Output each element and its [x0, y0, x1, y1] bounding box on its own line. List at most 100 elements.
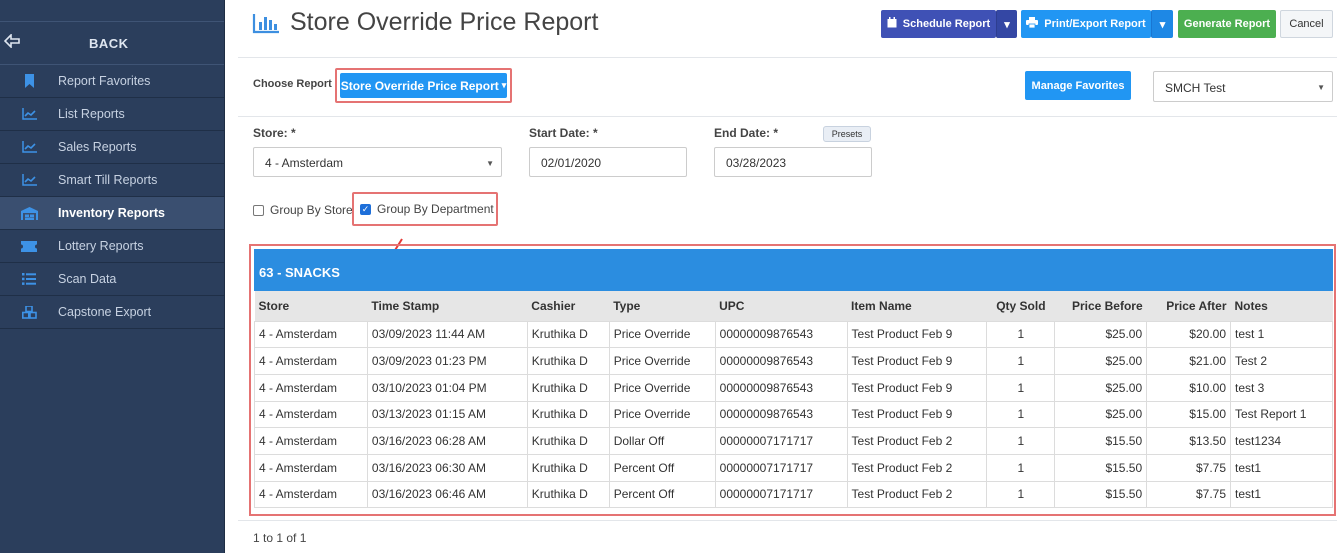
print-export-label: Print/Export Report: [1044, 18, 1146, 30]
table-cell: test 3: [1230, 373, 1333, 402]
ticket-icon: [0, 240, 58, 252]
end-date-value: 03/28/2023: [726, 156, 787, 170]
table-cell: Test Product Feb 2: [846, 427, 988, 455]
generate-report-button[interactable]: Generate Report: [1178, 10, 1276, 38]
table-cell: 4 - Amsterdam: [254, 400, 368, 429]
table-cell: 1: [986, 320, 1056, 349]
back-arrow-icon: [3, 33, 26, 52]
checkbox-unchecked-icon: [253, 204, 264, 216]
chooser-divider: [238, 116, 1337, 117]
start-date-label: Start Date: *: [529, 126, 598, 140]
column-header[interactable]: Store: [258, 298, 290, 313]
sidebar-item-label: List Reports: [58, 107, 125, 121]
page-title: Store Override Price Report: [290, 8, 599, 36]
presets-button[interactable]: Presets: [823, 126, 871, 142]
report-selector-dropdown[interactable]: Store Override Price Report ▾: [340, 73, 507, 98]
store-select[interactable]: 4 - Amsterdam ▼: [253, 147, 502, 177]
table-cell: $25.00: [1054, 347, 1148, 375]
table-cell: Price Override: [608, 320, 716, 349]
table-cell: 03/09/2023 01:23 PM: [366, 347, 528, 375]
back-label: BACK: [89, 35, 129, 51]
column-header[interactable]: Qty Sold: [996, 298, 1046, 313]
table-cell: Test Product Feb 2: [846, 453, 988, 482]
column-header[interactable]: Notes: [1234, 298, 1268, 313]
back-button[interactable]: BACK: [0, 22, 224, 65]
column-header[interactable]: Item Name: [851, 298, 912, 313]
table-cell: $7.75: [1146, 453, 1231, 482]
group-by-department-highlight: [352, 192, 498, 226]
sidebar: BACK Report Favorites List Reports Sales R…: [0, 0, 225, 553]
table-cell: Percent Off: [608, 453, 716, 482]
column-header[interactable]: UPC: [719, 298, 745, 313]
table-cell: Dollar Off: [608, 427, 716, 455]
print-dropdown-toggle[interactable]: ▾: [1151, 10, 1173, 38]
column-header[interactable]: Price After: [1166, 298, 1227, 313]
report-results-highlight: 63 - SNACKS Store Time Stamp Cashier Type UP…: [249, 244, 1336, 516]
table-cell: 1: [986, 373, 1056, 402]
table-cell: 00000007171717: [714, 480, 848, 509]
schedule-report-button[interactable]: Schedule Report: [881, 10, 996, 38]
warehouse-icon: [0, 206, 58, 220]
table-cell: $20.00: [1146, 320, 1231, 349]
group-by-department-label: Group By Department: [377, 202, 494, 216]
table-row[interactable]: 4 - Amsterdam 03/13/2023 01:15 AM Kruthika…: [254, 400, 1333, 429]
table-cell: 03/09/2023 11:44 AM: [366, 320, 528, 349]
sidebar-item-label: Inventory Reports: [58, 206, 165, 220]
manage-favorites-button[interactable]: Manage Favorites: [1025, 71, 1131, 100]
cancel-button[interactable]: Cancel: [1280, 10, 1333, 38]
report-selector-label: Store Override Price Report: [340, 78, 499, 93]
group-by-store-checkbox[interactable]: Group By Store: [253, 203, 353, 217]
sidebar-item-inventory-reports[interactable]: Inventory Reports: [0, 197, 224, 230]
sidebar-item-lottery-reports[interactable]: Lottery Reports: [0, 230, 224, 263]
caret-down-icon: ▾: [501, 80, 507, 90]
store-group-select[interactable]: SMCH Test ▼: [1153, 71, 1333, 102]
table-cell: $15.50: [1054, 480, 1148, 509]
end-date-input[interactable]: 03/28/2023: [714, 147, 872, 177]
caret-down-icon: ▾: [1004, 18, 1010, 31]
table-cell: $25.00: [1054, 320, 1148, 349]
print-export-button[interactable]: Print/Export Report: [1021, 10, 1151, 38]
sidebar-item-report-favorites[interactable]: Report Favorites: [0, 65, 224, 98]
table-cell: test1: [1230, 480, 1333, 509]
caret-down-icon: ▼: [1317, 83, 1325, 92]
table-cell: $7.75: [1146, 480, 1231, 509]
start-date-input[interactable]: 02/01/2020: [529, 147, 687, 177]
table-cell: 1: [986, 400, 1056, 429]
table-cell: Kruthika D: [526, 347, 610, 375]
sidebar-item-list-reports[interactable]: List Reports: [0, 98, 224, 131]
table-row[interactable]: 4 - Amsterdam 03/09/2023 11:44 AM Kruthika…: [254, 320, 1333, 349]
table-row[interactable]: 4 - Amsterdam 03/16/2023 06:30 AM Kruthika…: [254, 453, 1333, 482]
table-cell: 00000009876543: [714, 373, 848, 402]
line-chart-icon: [0, 141, 58, 153]
bookmark-icon: [0, 74, 58, 88]
store-group-value: SMCH Test: [1165, 81, 1226, 95]
department-group-header: 63 - SNACKS: [254, 249, 1333, 291]
column-header[interactable]: Price Before: [1071, 298, 1143, 313]
sidebar-item-smart-till-reports[interactable]: Smart Till Reports: [0, 164, 224, 197]
table-row[interactable]: 4 - Amsterdam 03/16/2023 06:46 AM Kruthika…: [254, 480, 1333, 509]
column-header[interactable]: Cashier: [531, 298, 576, 313]
table-row[interactable]: 4 - Amsterdam 03/10/2023 01:04 PM Kruthika…: [254, 373, 1333, 402]
column-header[interactable]: Time Stamp: [371, 298, 440, 313]
group-by-department-checkbox[interactable]: ✓ Group By Department: [360, 202, 494, 216]
table-row[interactable]: 4 - Amsterdam 03/16/2023 06:28 AM Kruthika…: [254, 427, 1333, 455]
sidebar-item-sales-reports[interactable]: Sales Reports: [0, 131, 224, 164]
table-cell: $13.50: [1146, 427, 1231, 455]
table-cell: 1: [986, 453, 1056, 482]
start-date-value: 02/01/2020: [541, 156, 602, 170]
table-cell: test1: [1230, 453, 1333, 482]
schedule-dropdown-toggle[interactable]: ▾: [996, 10, 1017, 38]
table-body: 4 - Amsterdam 03/09/2023 11:44 AM Kruthika…: [254, 320, 1333, 509]
sidebar-item-capstone-export[interactable]: Capstone Export: [0, 296, 224, 329]
table-cell: Kruthika D: [526, 427, 610, 455]
table-cell: Test 2: [1230, 347, 1333, 375]
sidebar-item-scan-data[interactable]: Scan Data: [0, 263, 224, 296]
column-header[interactable]: Type: [613, 298, 641, 313]
printer-icon: [1026, 17, 1039, 31]
sidebar-item-label: Capstone Export: [58, 305, 152, 319]
list-icon: [0, 273, 58, 285]
sidebar-item-label: Report Favorites: [58, 74, 151, 88]
table-row[interactable]: 4 - Amsterdam 03/09/2023 01:23 PM Kruthika…: [254, 347, 1333, 375]
table-cell: 4 - Amsterdam: [254, 373, 368, 402]
